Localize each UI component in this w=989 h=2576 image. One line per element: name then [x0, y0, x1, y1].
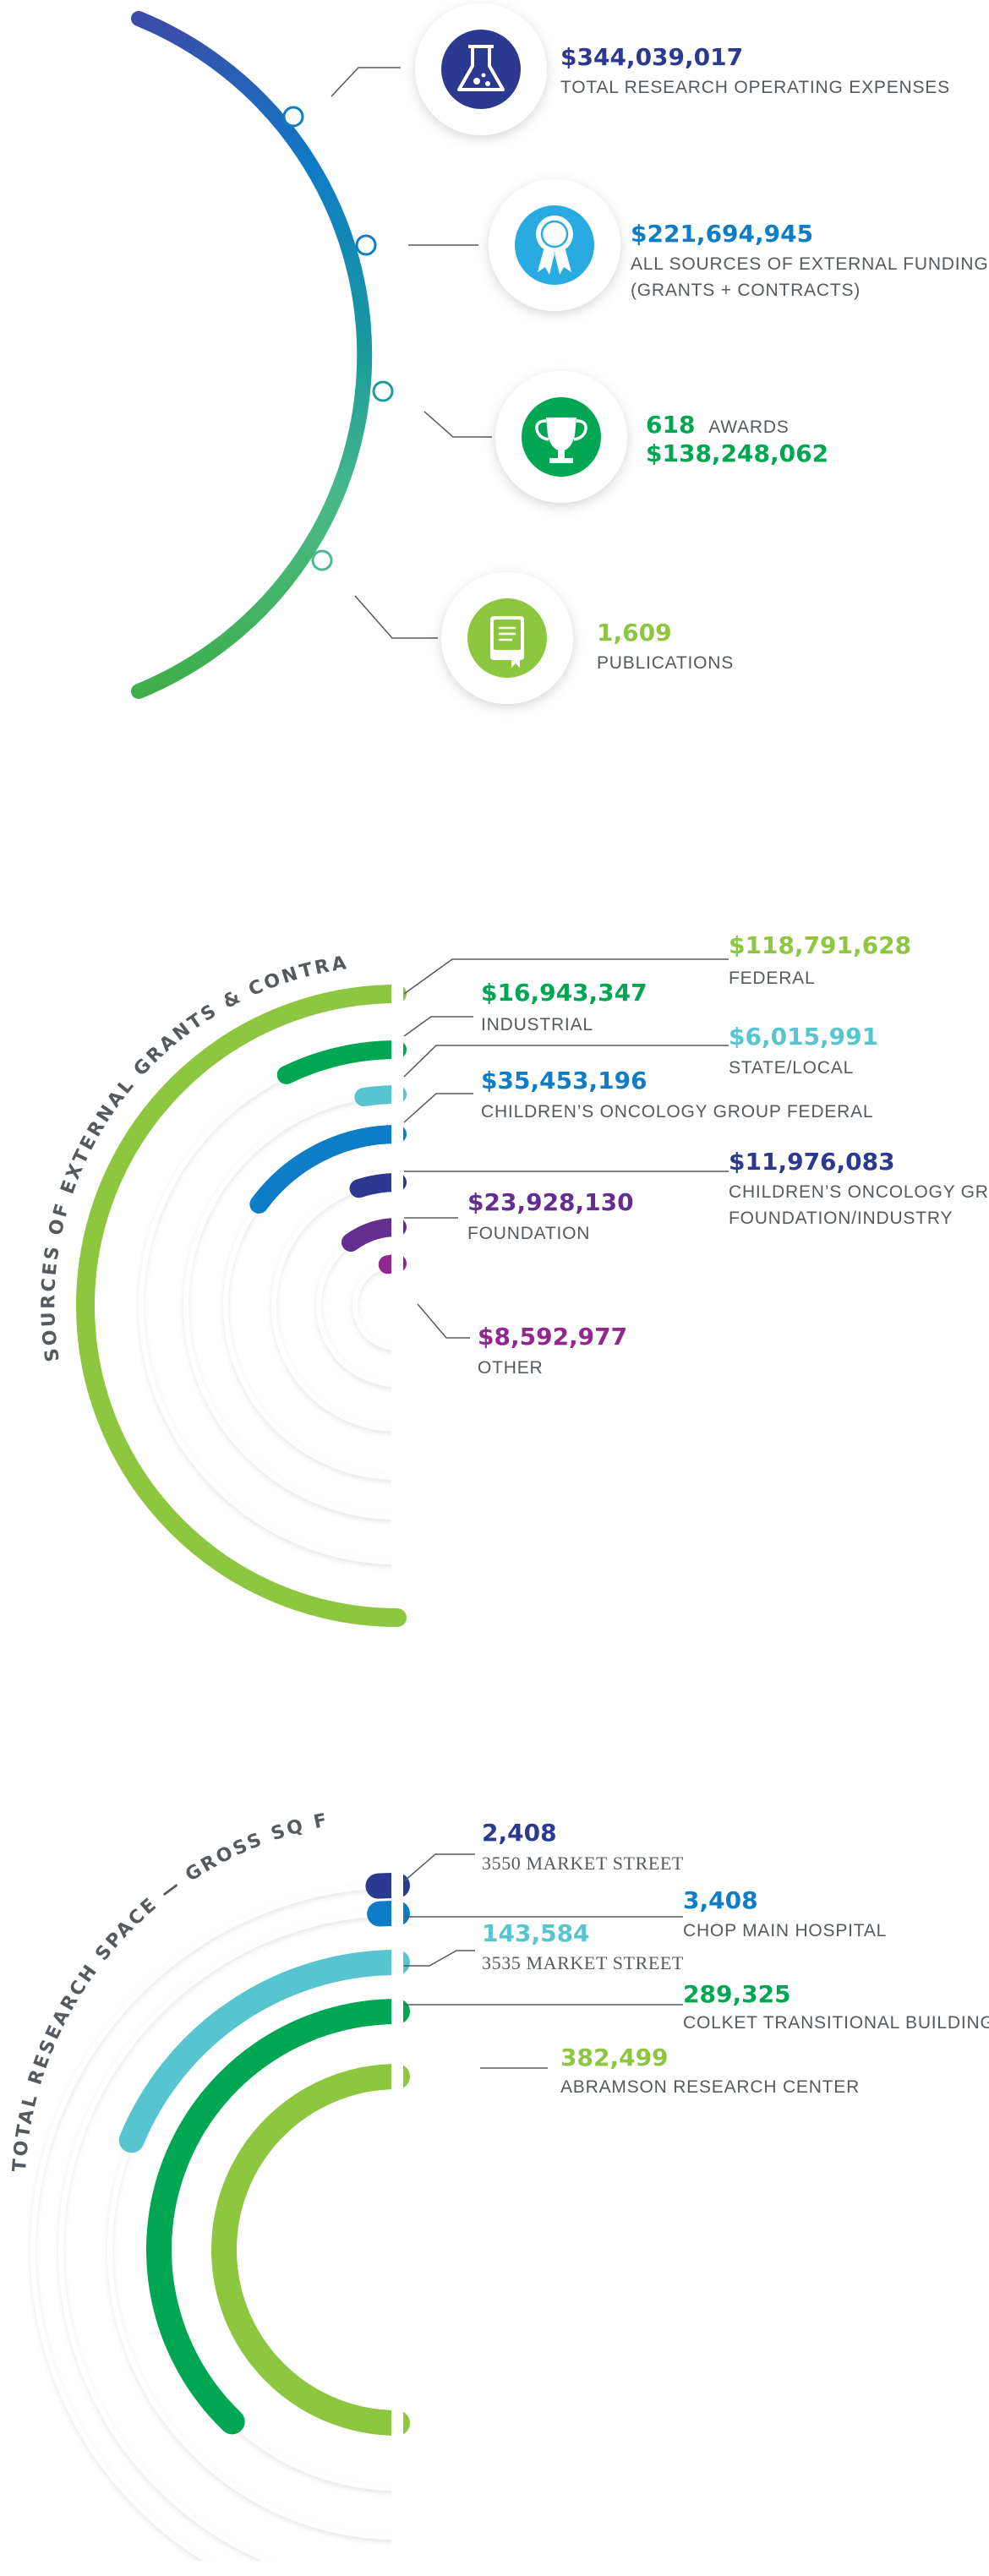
- grant-value: $23,928,130: [467, 1188, 634, 1216]
- arc-marker: [282, 106, 304, 128]
- grant-value: $16,943,347: [481, 979, 647, 1007]
- grant-label: FEDERAL: [729, 969, 815, 988]
- ribbon-award-icon: [536, 216, 573, 275]
- stat-label: PUBLICATIONS: [597, 653, 734, 673]
- connector-line: [403, 1045, 729, 1078]
- grant-bar-foundation: [341, 1218, 407, 1253]
- connector-line: [417, 1303, 470, 1339]
- connector-line: [403, 958, 729, 995]
- space-value: 382,499: [560, 2044, 669, 2071]
- stats-section: $344,039,017 TOTAL RESEARCH OPERATING EX…: [131, 3, 988, 704]
- space-value: 2,408: [482, 1819, 557, 1847]
- space-label: 3535 MARKET STREET: [482, 1952, 684, 1973]
- grant-bar-children-s-oncology-group-federal: [249, 1125, 407, 1214]
- stat-value: $344,039,017: [560, 43, 743, 71]
- track-ring: [30, 1883, 397, 2561]
- stat-expenses: $344,039,017 TOTAL RESEARCH OPERATING EX…: [415, 3, 950, 135]
- track-ring: [352, 1261, 397, 1351]
- track-ring: [107, 1960, 397, 2540]
- connector-line: [354, 595, 438, 639]
- flask-icon-bg: [441, 30, 521, 109]
- stat-label: TOTAL RESEARCH OPERATING EXPENSES: [560, 78, 950, 97]
- space-value: 143,584: [482, 1919, 590, 1947]
- stat-value: 1,609: [597, 619, 672, 647]
- space-label: COLKET TRANSITIONAL BUILDING: [683, 2013, 989, 2033]
- space-value: 289,325: [683, 1980, 791, 2008]
- grant-label: FOUNDATION: [467, 1224, 590, 1243]
- connector-line: [404, 1950, 475, 1967]
- space-label: CHOP MAIN HOSPITAL: [683, 1921, 887, 1940]
- connector-line: [331, 67, 401, 97]
- stat-label: ALL SOURCES OF EXTERNAL FUNDING: [631, 254, 988, 274]
- space-bar-3535-market-street: [118, 1950, 410, 2153]
- grant-value: $35,453,196: [481, 1067, 647, 1094]
- stat-label-line2: (GRANTS + CONTRACTS): [631, 281, 861, 300]
- space-label: ABRAMSON RESEARCH CENTER: [560, 2077, 860, 2097]
- grant-label: CHILDREN’S ONCOLOGY GROUP FEDERAL: [481, 1102, 873, 1122]
- track-ring: [316, 1225, 397, 1387]
- awards-count: 618: [646, 411, 695, 439]
- connector-line: [423, 411, 492, 438]
- stat-publications: 1,609 PUBLICATIONS: [441, 572, 734, 704]
- track-ring: [58, 1911, 397, 2561]
- trophy-icon: [535, 418, 587, 463]
- grant-label: OTHER: [478, 1358, 544, 1378]
- track-ring: [223, 1132, 397, 1480]
- space-value: 3,408: [683, 1886, 758, 1914]
- grant-value: $118,791,628: [729, 931, 911, 959]
- grant-bar-federal: [76, 985, 407, 1627]
- connector-line: [403, 1093, 473, 1123]
- stat-value-2: $138,248,062: [646, 439, 828, 467]
- arc-marker: [372, 380, 394, 402]
- book-icon: [490, 616, 524, 668]
- arc-marker: [355, 234, 377, 256]
- track-ring: [271, 1180, 397, 1432]
- stat-funding: $221,694,945 ALL SOURCES OF EXTERNAL FUN…: [489, 179, 988, 311]
- space-bar-abramson-research-center: [211, 2064, 410, 2436]
- awards-suffix: AWARDS: [708, 418, 789, 437]
- grant-value: $11,976,083: [729, 1148, 895, 1176]
- arc-marker: [311, 549, 333, 571]
- grant-label: STATE/LOCAL: [729, 1058, 854, 1078]
- grant-value: $8,592,977: [478, 1323, 627, 1351]
- grant-value: $6,015,991: [729, 1023, 878, 1051]
- stat-value: 618 AWARDS: [646, 411, 790, 439]
- flask-icon: [457, 45, 505, 91]
- stat-value: $221,694,945: [631, 220, 813, 248]
- track-ring: [183, 1092, 397, 1520]
- space-label: 3550 MARKET STREET: [482, 1853, 684, 1874]
- track-ring: [139, 1047, 397, 1564]
- space-bar-colket-transitional-building: [146, 1999, 410, 2435]
- grant-label-line2: FOUNDATION/INDUSTRY: [729, 1209, 953, 1228]
- grant-bar-industrial: [276, 1040, 407, 1084]
- stats-arc: [131, 11, 373, 699]
- connector-line: [403, 1016, 473, 1037]
- connector-line: [403, 1853, 475, 1882]
- stat-awards: 618 AWARDS $138,248,062: [495, 371, 828, 503]
- grant-label: INDUSTRIAL: [481, 1015, 593, 1034]
- grant-label: CHILDREN’S ONCOLOGY GROUP: [729, 1182, 989, 1202]
